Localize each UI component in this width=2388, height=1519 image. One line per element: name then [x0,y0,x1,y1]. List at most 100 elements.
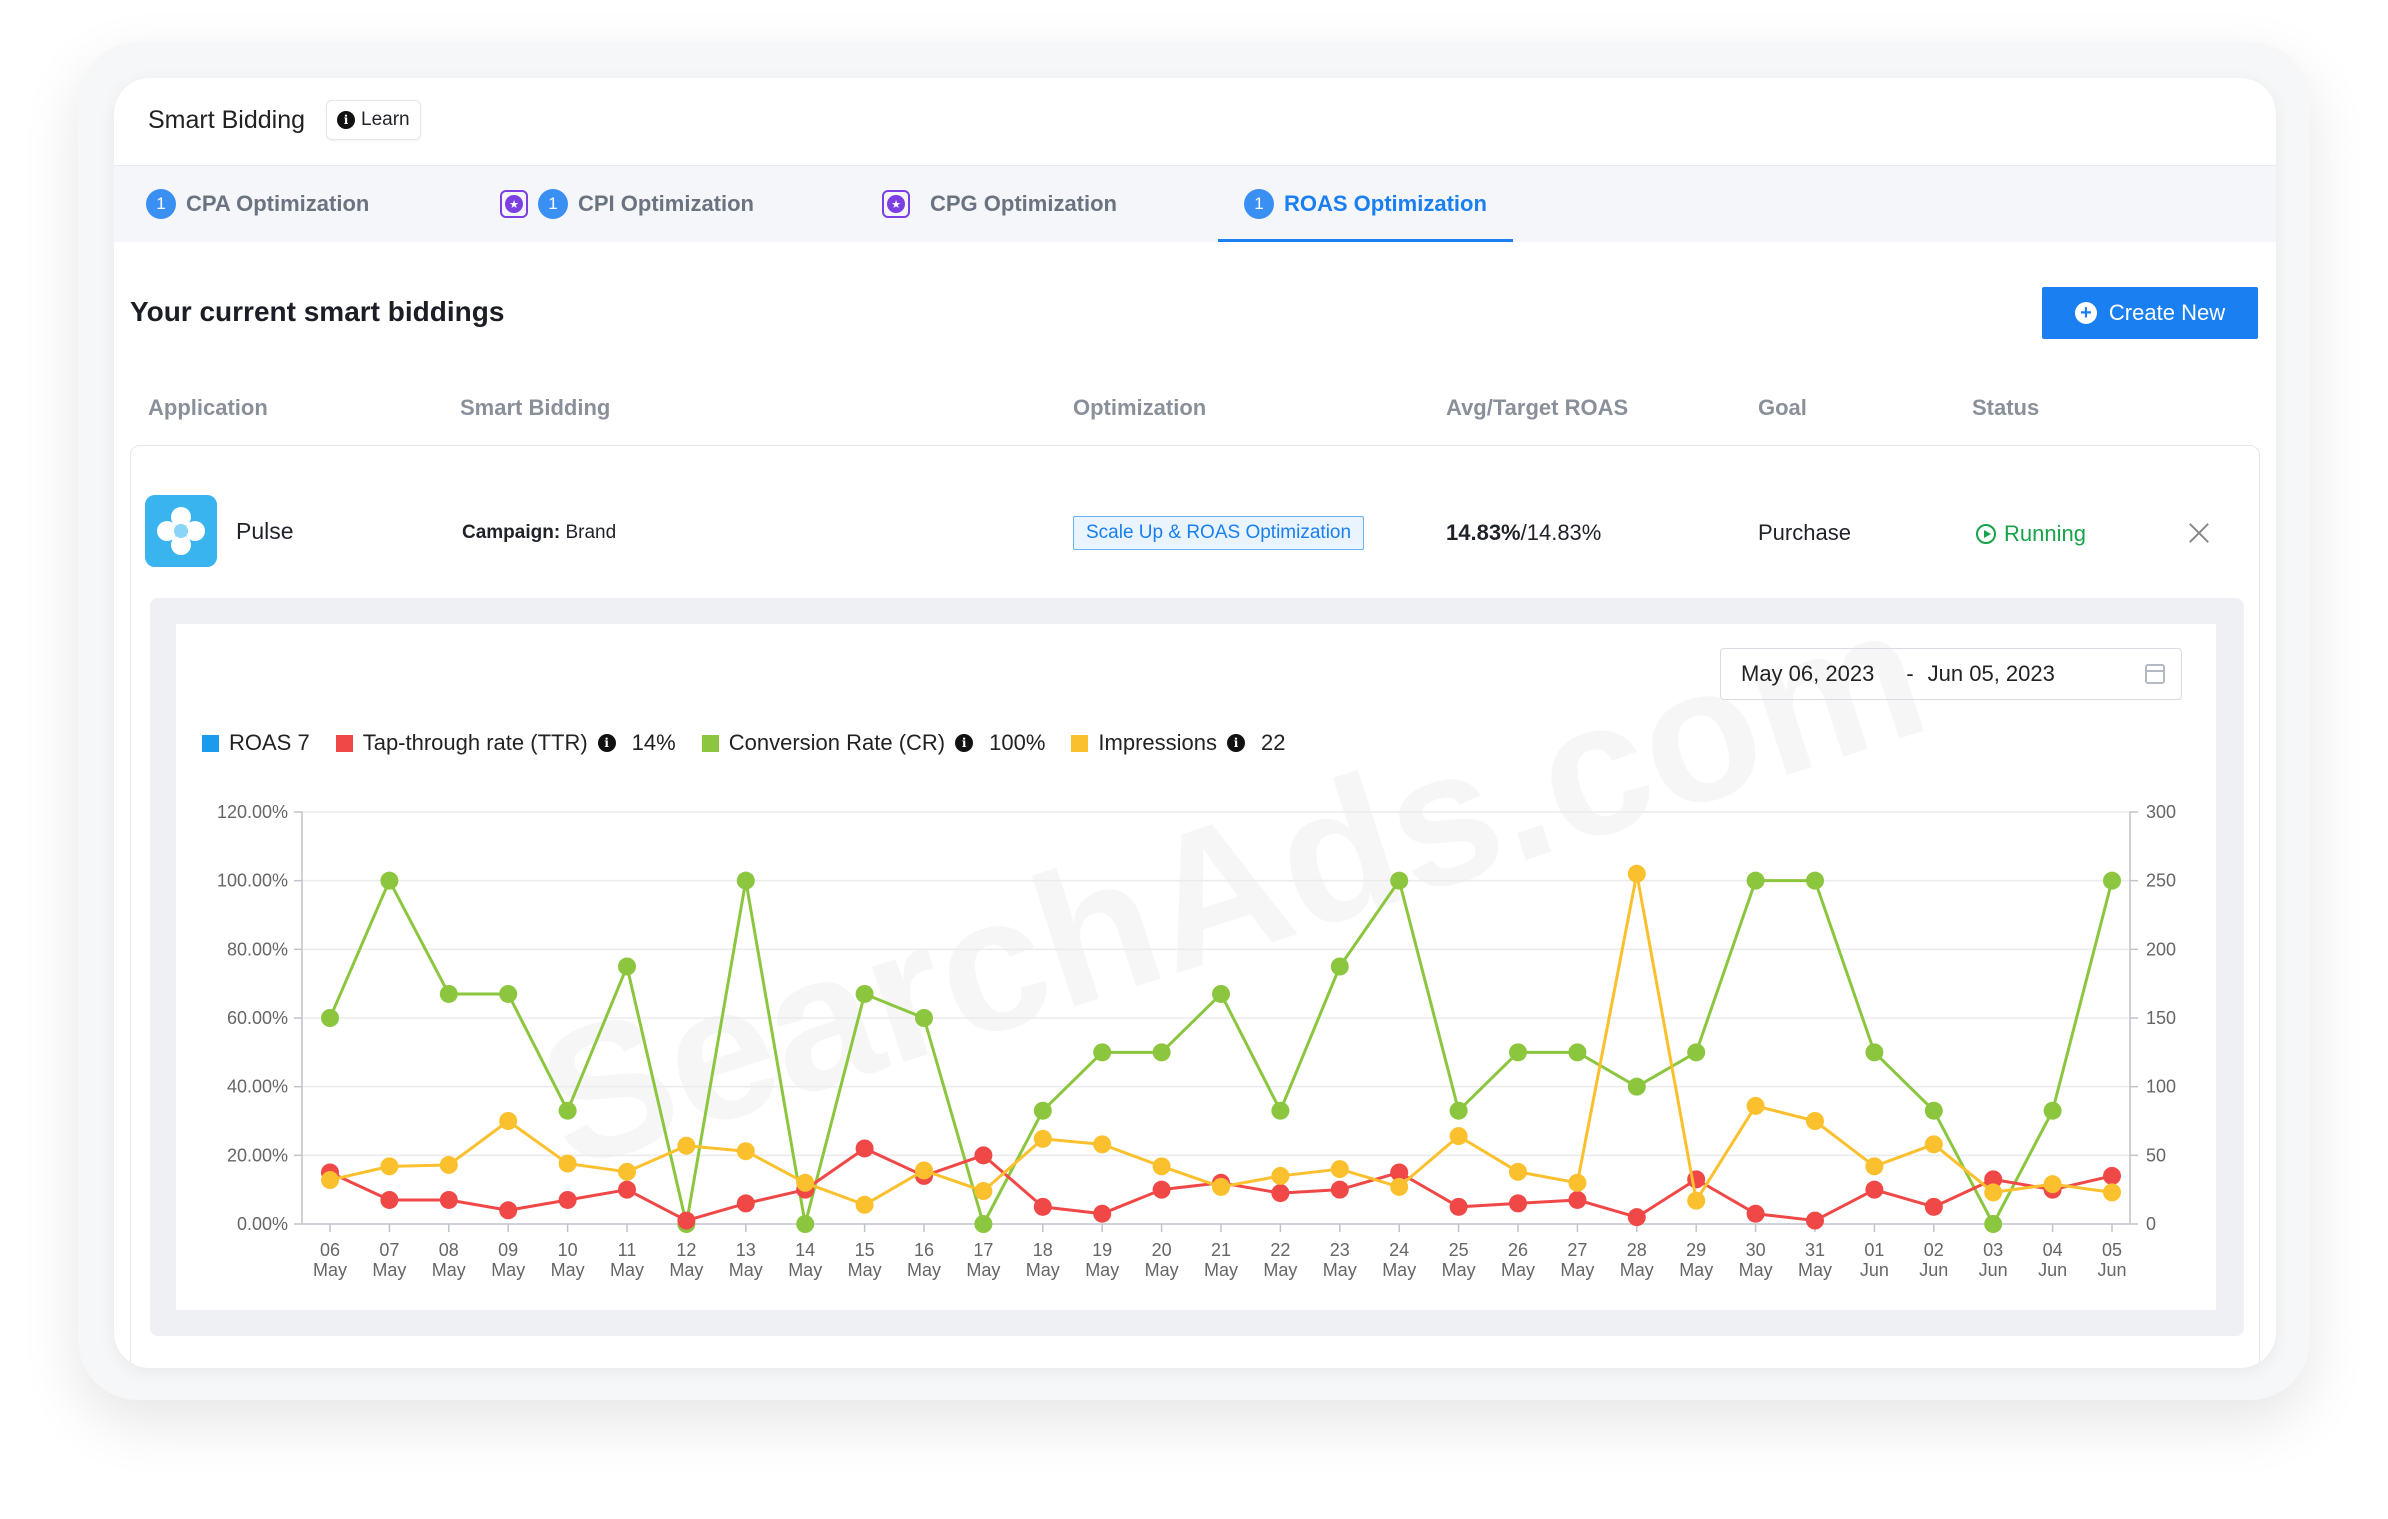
data-point [2103,1183,2121,1202]
data-point [1806,1112,1824,1130]
data-point [1509,1162,1527,1181]
data-point [1271,1184,1290,1203]
y2-tick-label: 250 [2146,871,2176,891]
column-header-application[interactable]: Application [148,395,268,420]
data-point [1330,1180,1349,1199]
data-point [1033,1101,1052,1120]
legend-swatch [202,734,219,752]
line-chart: 0.00% 0 20.00% 50 40.00% 100 60.00% 150 80.00% 20… [217,802,2176,1280]
data-point [1627,864,1646,883]
tab-label: ROAS Optimization [1284,191,1487,216]
date-start: May 06, 2023 [1741,661,1875,686]
x-tick-label: 24 May [1382,1240,1416,1280]
campaign-label: Campaign: [462,522,561,543]
tab-cpg-optimization[interactable]: ★ CPG Optimization [882,166,1117,242]
tab-roas-optimization[interactable]: 1 ROAS Optimization [1218,166,1513,242]
data-point [855,984,874,1003]
data-point [736,1194,755,1213]
data-point [677,1211,696,1230]
data-point [499,984,518,1003]
app-name: Pulse [236,518,294,544]
legend-item-cr[interactable]: Conversion Rate (CR) i 100% [701,730,1046,756]
column-header-roas[interactable]: Avg/Target ROAS [1446,395,1629,420]
data-point [915,1009,933,1027]
learn-button[interactable]: i Learn [326,100,421,140]
app-icon [145,495,217,567]
column-header-smart-bidding[interactable]: Smart Bidding [460,395,611,420]
legend-value: 100% [989,730,1046,755]
data-point [974,1215,993,1233]
roas-target: /14.83% [1520,520,1602,545]
tab-label: CPI Optimization [578,191,754,216]
data-point [736,1142,755,1161]
x-tick-label: 10 May [551,1240,585,1280]
data-point [974,1146,993,1165]
tab-bar: 1 CPA Optimization ★ 1 CPI Optimization … [114,166,2276,242]
date-range-picker[interactable]: May 06, 2023 - Jun 05, 2023 [1720,648,2182,700]
data-point [618,957,636,976]
x-tick-label: 07 May [372,1240,406,1280]
data-point [2043,1175,2062,1194]
y-tick-label: 60.00% [227,1008,288,1028]
data-point [1865,1043,1884,1062]
x-tick-label: 15 May [848,1240,882,1280]
star-icon: ★ [882,190,910,218]
status-badge: Running [1976,521,2086,547]
chart-legend: ROAS 7 Tap-through rate (TTR) i 14% Conv… [202,728,1285,758]
info-icon[interactable]: i [597,734,616,752]
data-point [1568,1173,1587,1192]
y2-tick-label: 0 [2146,1214,2156,1234]
x-tick-label: 09 May [491,1240,525,1280]
plus-circle-icon: + [2074,302,2097,324]
y-tick-label: 100.00% [217,871,288,891]
count-badge: 1 [538,189,568,219]
data-point [1806,1211,1824,1230]
data-point [1152,1043,1171,1062]
campaign-value: Brand [565,522,617,543]
info-icon[interactable]: i [955,734,974,752]
data-point [1746,1204,1765,1223]
legend-item-ttr[interactable]: Tap-through rate (TTR) i 14% [335,730,676,756]
data-point [736,871,755,890]
data-point [1924,1135,1943,1154]
data-point [2043,1101,2062,1120]
data-point [439,1155,458,1174]
data-point [1568,1190,1587,1209]
tab-cpa-optimization[interactable]: 1 CPA Optimization [146,166,369,242]
column-header-optimization[interactable]: Optimization [1073,395,1207,420]
legend-swatch [1071,734,1089,752]
create-new-button[interactable]: + Create New [2042,287,2258,339]
tab-label: CPA Optimization [186,191,370,216]
data-point [380,1157,399,1176]
date-separator: - [1906,661,1914,686]
data-point [2103,1166,2121,1185]
count-badge: 1 [146,189,176,219]
y2-tick-label: 300 [2146,802,2176,822]
data-point [1093,1204,1112,1223]
data-point [321,1009,339,1027]
y-tick-label: 40.00% [227,1077,288,1097]
data-point [1152,1157,1171,1176]
data-point [1924,1197,1943,1216]
x-tick-label: 12 May [669,1240,703,1280]
legend-item-impressions[interactable]: Impressions i 22 [1071,730,1285,756]
data-point [1924,1101,1943,1120]
data-point [439,984,458,1003]
y2-tick-label: 200 [2146,939,2176,959]
legend-label: ROAS 7 [229,730,310,755]
y-tick-label: 80.00% [227,939,288,959]
goal-cell: Purchase [1758,520,1851,545]
legend-item-roas[interactable]: ROAS 7 [202,730,310,756]
x-tick-label: 29 May [1679,1240,1713,1280]
data-point [1806,871,1824,890]
x-tick-label: 13 May [729,1240,763,1280]
calendar-icon [2145,664,2165,684]
tab-cpi-optimization[interactable]: ★ 1 CPI Optimization [500,166,754,242]
column-header-status[interactable]: Status [1972,395,2040,420]
info-icon[interactable]: i [1227,734,1245,752]
data-point [1152,1180,1171,1199]
data-point [1984,1215,2003,1233]
data-point [677,1136,696,1155]
data-point [796,1215,815,1233]
column-header-goal[interactable]: Goal [1758,395,1807,420]
